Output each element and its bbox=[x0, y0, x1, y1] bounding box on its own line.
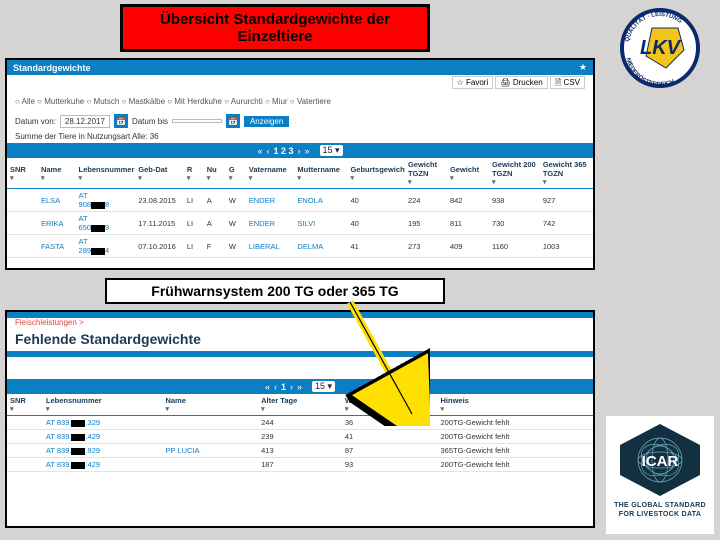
pager2: « ‹ 1 › » 15 ▾ bbox=[7, 379, 593, 394]
svg-text:LKV: LKV bbox=[640, 37, 682, 59]
pager2-first[interactable]: « bbox=[265, 382, 270, 392]
favori-button[interactable]: ☆ Favori bbox=[452, 76, 494, 89]
filter-row: ○ Alle ○ Mutterkuhe ○ Mutsch ○ Mastkälbe… bbox=[7, 93, 593, 110]
panel2-title: Fehlende Standardgewichte bbox=[7, 327, 593, 351]
table-header[interactable]: Gewicht 365TGZN▾ bbox=[540, 158, 593, 189]
date-to-input[interactable] bbox=[172, 119, 222, 123]
table-header[interactable]: Name▾ bbox=[162, 394, 258, 416]
table-header[interactable]: R▾ bbox=[184, 158, 204, 189]
pager-top: « ‹ 1 2 3 › » 15 ▾ bbox=[7, 143, 593, 158]
table-row[interactable]: ELSAAT908823.08.2015LIAWENDERENOLA402248… bbox=[7, 189, 593, 212]
date-from-input[interactable]: 28.12.2017 bbox=[60, 115, 110, 128]
table-header[interactable]: Muttername▾ bbox=[294, 158, 347, 189]
filter-radios[interactable]: ○ Alle ○ Mutterkuhe ○ Mutsch ○ Mastkälbe… bbox=[15, 97, 331, 106]
table-fehlende: SNR▾Lebensnummer▾Name▾Alter Tage▾Wiegefe… bbox=[7, 394, 593, 472]
table-row[interactable]: AT 839..42923941200TG-Gewicht fehlt bbox=[7, 430, 593, 444]
lkv-logo: QUALITÄT · LEISTUNG NIEDERÖSTERREICH LKV bbox=[606, 8, 714, 94]
pager-last[interactable]: » bbox=[304, 146, 309, 156]
table-row[interactable]: AT 839..32924436200TG-Gewicht fehlt bbox=[7, 416, 593, 430]
table-header[interactable]: Gewicht▾ bbox=[447, 158, 489, 189]
panel-standardgewichte: Standardgewichte ★ ☆ Favori 🖨 Drucken 🗎 … bbox=[5, 58, 595, 270]
pager-first[interactable]: « bbox=[257, 146, 262, 156]
csv-button[interactable]: 🗎 CSV bbox=[550, 76, 585, 89]
calendar-icon[interactable]: 📅 bbox=[114, 114, 128, 128]
date-from-label: Datum von: bbox=[15, 117, 56, 126]
panel1-title: Standardgewichte bbox=[13, 63, 91, 73]
pager2-pages[interactable]: 1 bbox=[281, 382, 286, 392]
table-header[interactable]: SNR▾ bbox=[7, 158, 38, 189]
table-header[interactable]: Name▾ bbox=[38, 158, 76, 189]
table-row[interactable]: FASTAAT289407.10.2016LIFWLIBERALDELMA412… bbox=[7, 235, 593, 258]
table-header[interactable]: Vatername▾ bbox=[246, 158, 295, 189]
table-row[interactable]: AT 839..42918793200TG-Gewicht fehlt bbox=[7, 458, 593, 472]
icar-line1: THE GLOBAL STANDARD bbox=[610, 502, 710, 509]
table-header[interactable]: Wiegefenster▾ bbox=[342, 394, 438, 416]
star-icon[interactable]: ★ bbox=[579, 62, 587, 73]
breadcrumb[interactable]: Fleischleistungen > bbox=[7, 318, 593, 327]
drucken-button[interactable]: 🖨 Drucken bbox=[495, 76, 547, 89]
date-to-label: Datum bis bbox=[132, 117, 168, 126]
pager2-next[interactable]: › bbox=[290, 382, 293, 392]
title-banner: Übersicht Standardgewichte der Einzeltie… bbox=[120, 4, 430, 52]
panel-fehlende: Fleischleistungen > Fehlende Standardgew… bbox=[5, 310, 595, 528]
icar-logo: ICAR THE GLOBAL STANDARD FOR LIVESTOCK D… bbox=[606, 416, 714, 534]
table-header[interactable]: Geburtsgewicht▾ bbox=[347, 158, 404, 189]
table-header[interactable]: Lebensnummer▾ bbox=[76, 158, 136, 189]
date-row: Datum von: 28.12.2017 📅 Datum bis 📅 Anze… bbox=[7, 110, 593, 132]
panel1-header: Standardgewichte ★ bbox=[7, 60, 593, 75]
table-header[interactable]: Geb-Dat▾ bbox=[135, 158, 184, 189]
table-header[interactable]: Alter Tage▾ bbox=[258, 394, 342, 416]
icar-line2: FOR LIVESTOCK DATA bbox=[610, 511, 710, 518]
pager-size[interactable]: 15 ▾ bbox=[320, 145, 343, 156]
table-header[interactable]: GewichtTGZN▾ bbox=[405, 158, 447, 189]
pager-prev[interactable]: ‹ bbox=[266, 146, 269, 156]
table-row[interactable]: AT 839..929PP LUCIA41387365TG-Gewicht fe… bbox=[7, 444, 593, 458]
table-header[interactable]: G▾ bbox=[226, 158, 246, 189]
banner-line2: Einzeltiere bbox=[237, 28, 312, 45]
table-header[interactable]: Nu▾ bbox=[204, 158, 226, 189]
table-standardgewichte: SNR▾Name▾Lebensnummer▾Geb-Dat▾R▾Nu▾G▾Vat… bbox=[7, 158, 593, 258]
banner-line1: Übersicht Standardgewichte der bbox=[160, 11, 390, 28]
pager2-size[interactable]: 15 ▾ bbox=[312, 381, 335, 392]
sum-line: Summe der Tiere in Nutzungsart Alle: 36 bbox=[7, 132, 593, 143]
table-header[interactable]: Lebensnummer▾ bbox=[43, 394, 163, 416]
table-header[interactable]: Gewicht 200TGZN▾ bbox=[489, 158, 540, 189]
pager-next[interactable]: › bbox=[297, 146, 300, 156]
banner2-text: Frühwarnsystem 200 TG oder 365 TG bbox=[151, 283, 398, 299]
calendar-icon-2[interactable]: 📅 bbox=[226, 114, 240, 128]
svg-text:ICAR: ICAR bbox=[642, 453, 679, 470]
anzeigen-button[interactable]: Anzeigen bbox=[244, 116, 289, 127]
table-row[interactable]: ERIKAAT650917.11.2015LIAWENDERSILVI40195… bbox=[7, 212, 593, 235]
pager2-prev[interactable]: ‹ bbox=[274, 382, 277, 392]
pager2-last[interactable]: » bbox=[297, 382, 302, 392]
subtitle-banner: Frühwarnsystem 200 TG oder 365 TG bbox=[105, 278, 445, 304]
table-header[interactable]: Hinweis▾ bbox=[438, 394, 594, 416]
table-header[interactable]: SNR▾ bbox=[7, 394, 43, 416]
pager-pages[interactable]: 1 2 3 bbox=[273, 146, 293, 156]
